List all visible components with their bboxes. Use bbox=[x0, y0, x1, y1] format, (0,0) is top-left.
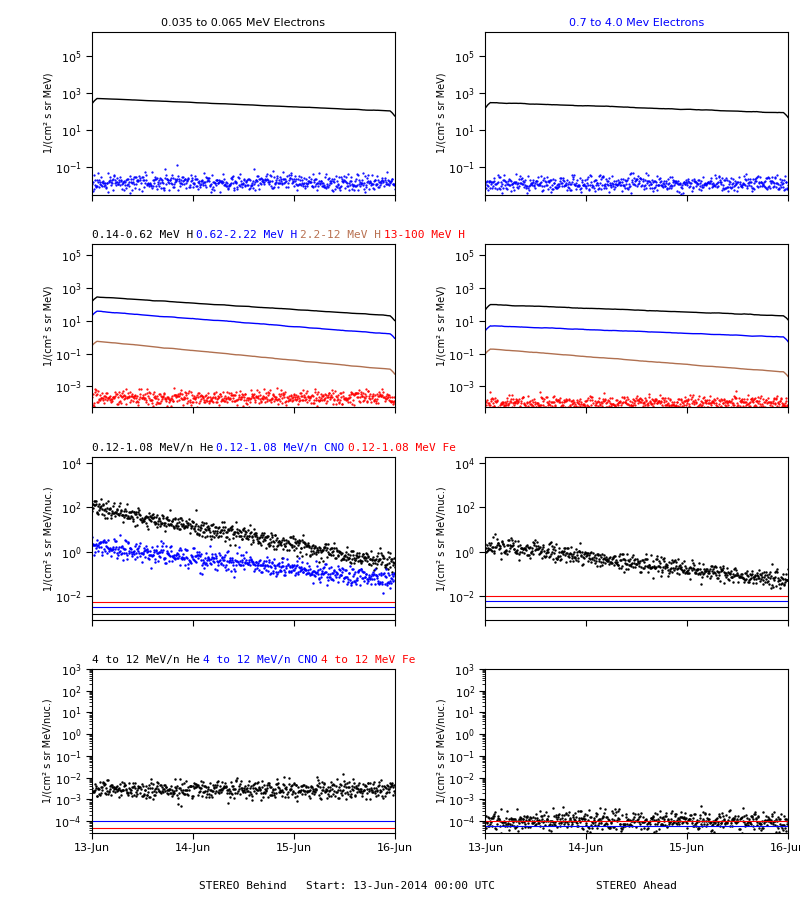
Y-axis label: 1/(cm² s sr MeV): 1/(cm² s sr MeV) bbox=[437, 285, 446, 366]
Text: Start: 13-Jun-2014 00:00 UTC: Start: 13-Jun-2014 00:00 UTC bbox=[306, 881, 494, 891]
Text: 0.12-1.08 MeV Fe: 0.12-1.08 MeV Fe bbox=[348, 443, 456, 453]
Text: STEREO Ahead: STEREO Ahead bbox=[596, 881, 677, 891]
Text: 13-100 MeV H: 13-100 MeV H bbox=[385, 230, 466, 240]
Text: 2.2-12 MeV H: 2.2-12 MeV H bbox=[301, 230, 382, 240]
Text: 0.035 to 0.065 MeV Electrons: 0.035 to 0.065 MeV Electrons bbox=[162, 18, 326, 28]
Y-axis label: 1/(cm² s sr MeV): 1/(cm² s sr MeV) bbox=[43, 73, 53, 154]
Text: 4 to 12 MeV/n CNO: 4 to 12 MeV/n CNO bbox=[203, 655, 318, 665]
Text: 0.12-1.08 MeV/n He: 0.12-1.08 MeV/n He bbox=[92, 443, 214, 453]
Y-axis label: 1/(cm² s sr MeV/nuc.): 1/(cm² s sr MeV/nuc.) bbox=[43, 698, 53, 803]
Y-axis label: 1/(cm² s sr MeV): 1/(cm² s sr MeV) bbox=[437, 73, 446, 154]
Text: 0.14-0.62 MeV H: 0.14-0.62 MeV H bbox=[92, 230, 194, 240]
Text: 0.7 to 4.0 Mev Electrons: 0.7 to 4.0 Mev Electrons bbox=[569, 18, 704, 28]
Text: 4 to 12 MeV Fe: 4 to 12 MeV Fe bbox=[321, 655, 415, 665]
Y-axis label: 1/(cm² s sr MeV/nuc.): 1/(cm² s sr MeV/nuc.) bbox=[436, 698, 446, 803]
Y-axis label: 1/(cm² s sr MeV): 1/(cm² s sr MeV) bbox=[43, 285, 53, 366]
Text: 0.12-1.08 MeV/n CNO: 0.12-1.08 MeV/n CNO bbox=[217, 443, 345, 453]
Y-axis label: 1/(cm² s sr MeV/nuc.): 1/(cm² s sr MeV/nuc.) bbox=[437, 486, 446, 590]
Text: 4 to 12 MeV/n He: 4 to 12 MeV/n He bbox=[92, 655, 200, 665]
Text: 0.62-2.22 MeV H: 0.62-2.22 MeV H bbox=[196, 230, 298, 240]
Text: STEREO Behind: STEREO Behind bbox=[199, 881, 287, 891]
Y-axis label: 1/(cm² s sr MeV/nuc.): 1/(cm² s sr MeV/nuc.) bbox=[43, 486, 54, 590]
